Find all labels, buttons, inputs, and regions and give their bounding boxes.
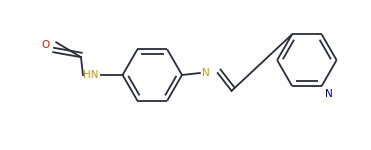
Text: HN: HN: [83, 70, 99, 80]
Text: N: N: [202, 68, 210, 78]
Text: O: O: [41, 40, 49, 50]
Text: N: N: [325, 89, 332, 99]
